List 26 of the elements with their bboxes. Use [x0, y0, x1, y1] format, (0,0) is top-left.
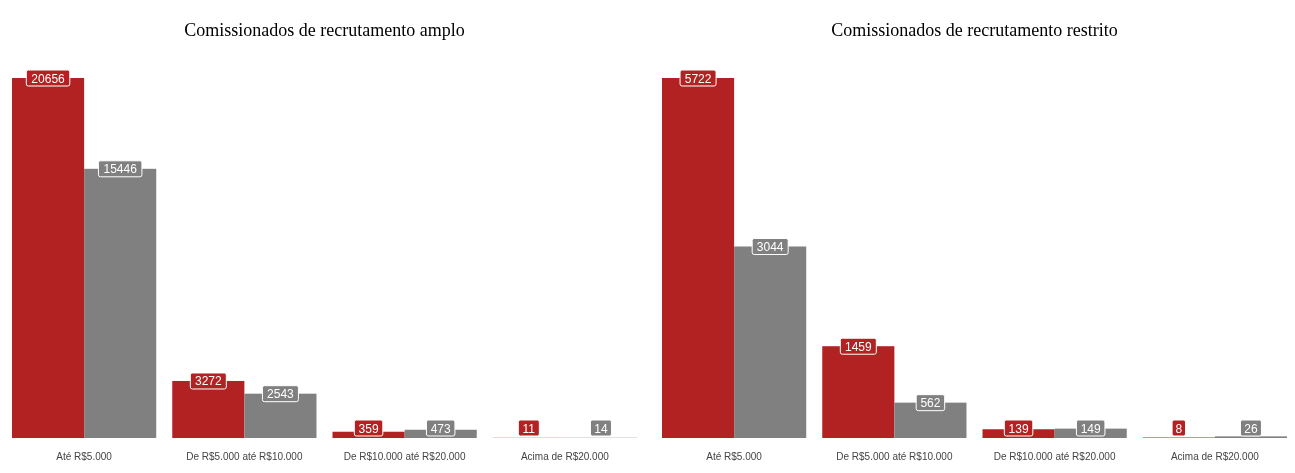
- chart-title: Comissionados de recrutamento restrito: [831, 20, 1118, 40]
- x-tick-label: De R$10.000 até R$20.000: [343, 451, 466, 462]
- data-label: 8: [1175, 421, 1183, 436]
- x-tick-label: Até R$5.000: [56, 451, 113, 462]
- x-tick-label: Acima de R$20.000: [520, 451, 610, 462]
- data-label: 14: [594, 421, 608, 436]
- data-label: 473: [430, 421, 452, 436]
- x-tick-label: De R$5.000 até R$10.000: [186, 451, 303, 462]
- data-label: 562: [920, 396, 941, 411]
- data-label: 5722: [684, 71, 712, 86]
- data-label: 1459: [844, 339, 872, 354]
- x-tick-label: De R$10.000 até R$20.000: [993, 451, 1116, 462]
- data-label: 149: [1080, 421, 1102, 436]
- x-tick-label: De R$5.000 até R$10.000: [836, 451, 953, 462]
- data-label: 15446: [103, 162, 138, 177]
- chart-title: Comissionados de recrutamento amplo: [184, 20, 465, 40]
- data-label: 3044: [756, 239, 784, 254]
- data-label: 20656: [31, 71, 66, 86]
- data-label: 11: [522, 421, 536, 436]
- x-tick-label: Até R$5.000: [706, 451, 763, 462]
- data-label: 2543: [267, 387, 295, 402]
- x-tick-label: Acima de R$20.000: [1170, 451, 1260, 462]
- data-label: 359: [358, 421, 379, 436]
- data-label: 26: [1244, 421, 1258, 436]
- data-label: 3272: [194, 374, 222, 389]
- data-label: 139: [1008, 421, 1029, 436]
